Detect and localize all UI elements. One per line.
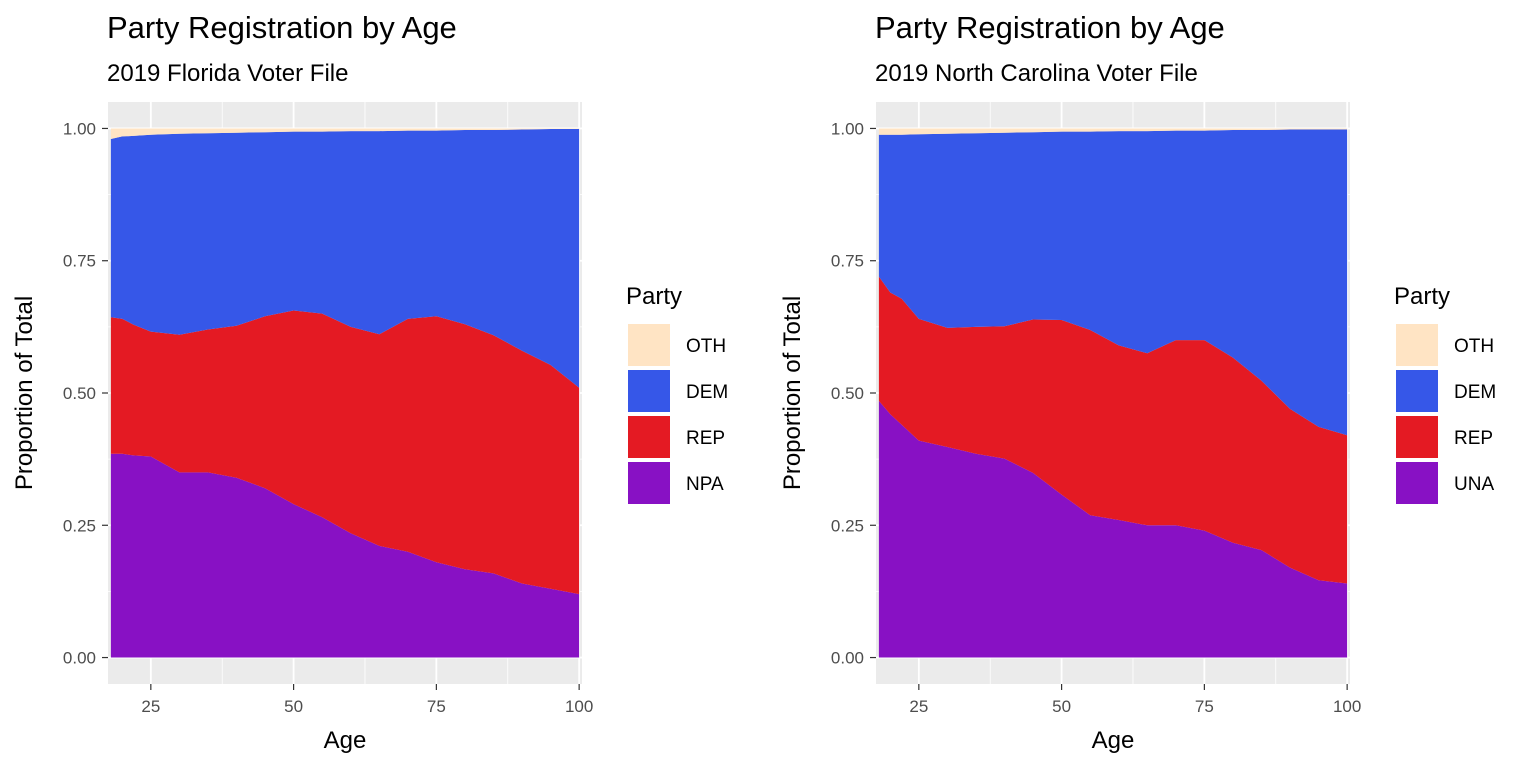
legend: Party OTH DEM REP UNA (1394, 283, 1496, 504)
area-series-oth (878, 128, 1348, 135)
chart-panel-north-carolina: Party Registration by Age 2019 North Car… (768, 0, 1536, 768)
legend-label-oth: OTH (1454, 336, 1494, 357)
legend-key-una (1396, 462, 1438, 504)
area-series-dem (878, 129, 1348, 436)
legend-key-npa (628, 462, 670, 504)
legend-key-rep (1396, 416, 1438, 458)
legend-key-dem (1396, 370, 1438, 412)
area-series-rep (878, 276, 1348, 584)
legend-title: Party (626, 283, 682, 310)
legend-label-rep: REP (1454, 428, 1493, 449)
x-tick-label: 100 (1333, 697, 1361, 716)
x-tick-label: 50 (284, 697, 303, 716)
chart-title: Party Registration by Age (107, 10, 457, 45)
x-tick-label: 75 (427, 697, 446, 716)
y-tick-label: 0.50 (831, 384, 864, 403)
legend-label-dem: DEM (686, 382, 728, 403)
y-tick-label: 0.25 (831, 516, 864, 535)
legend-label-dem: DEM (1454, 382, 1496, 403)
x-axis-title: Age (1092, 727, 1135, 754)
y-tick-label: 0.25 (63, 516, 96, 535)
x-tick-label: 75 (1195, 697, 1214, 716)
x-tick-label: 100 (565, 697, 593, 716)
legend-label-una: UNA (1454, 474, 1494, 495)
x-axis-title: Age (324, 727, 367, 754)
y-tick-label: 0.00 (63, 649, 96, 668)
legend: Party OTH DEM REP NPA (626, 283, 728, 504)
y-tick-label: 1.00 (63, 119, 96, 138)
y-tick-label: 0.50 (63, 384, 96, 403)
y-axis-title: Proportion of Total (11, 296, 38, 490)
legend-label-npa: NPA (686, 474, 724, 495)
chart-subtitle: 2019 Florida Voter File (107, 60, 349, 87)
chart-subtitle: 2019 North Carolina Voter File (875, 60, 1198, 87)
y-tick-label: 1.00 (831, 119, 864, 138)
x-tick-label: 50 (1052, 697, 1071, 716)
area-series-una (878, 400, 1348, 658)
legend-key-rep (628, 416, 670, 458)
y-tick-label: 0.75 (831, 252, 864, 271)
legend-title: Party (1394, 283, 1450, 310)
legend-key-dem (628, 370, 670, 412)
area-series-dem (110, 129, 580, 388)
x-tick-label: 25 (909, 697, 928, 716)
y-axis-title: Proportion of Total (779, 296, 806, 490)
legend-key-oth (628, 324, 670, 366)
area-series-oth (110, 128, 580, 139)
legend-label-rep: REP (686, 428, 725, 449)
area-series-npa (110, 453, 580, 658)
area-series-rep (110, 310, 580, 595)
x-tick-label: 25 (141, 697, 160, 716)
chart-panel-florida: Party Registration by Age 2019 Florida V… (11, 10, 728, 754)
stacked-area-chart-north-carolina: 0.00 0.25 0.50 0.75 1.00 25 50 75 100 Age Proporti… (779, 102, 1496, 754)
legend-label-oth: OTH (686, 336, 726, 357)
y-tick-label: 0.00 (831, 649, 864, 668)
chart-title: Party Registration by Age (875, 10, 1225, 45)
stacked-area-chart-florida: 0.00 0.25 0.50 0.75 1.00 25 50 75 100 Age Proporti… (11, 102, 728, 754)
y-tick-label: 0.75 (63, 252, 96, 271)
legend-key-oth (1396, 324, 1438, 366)
